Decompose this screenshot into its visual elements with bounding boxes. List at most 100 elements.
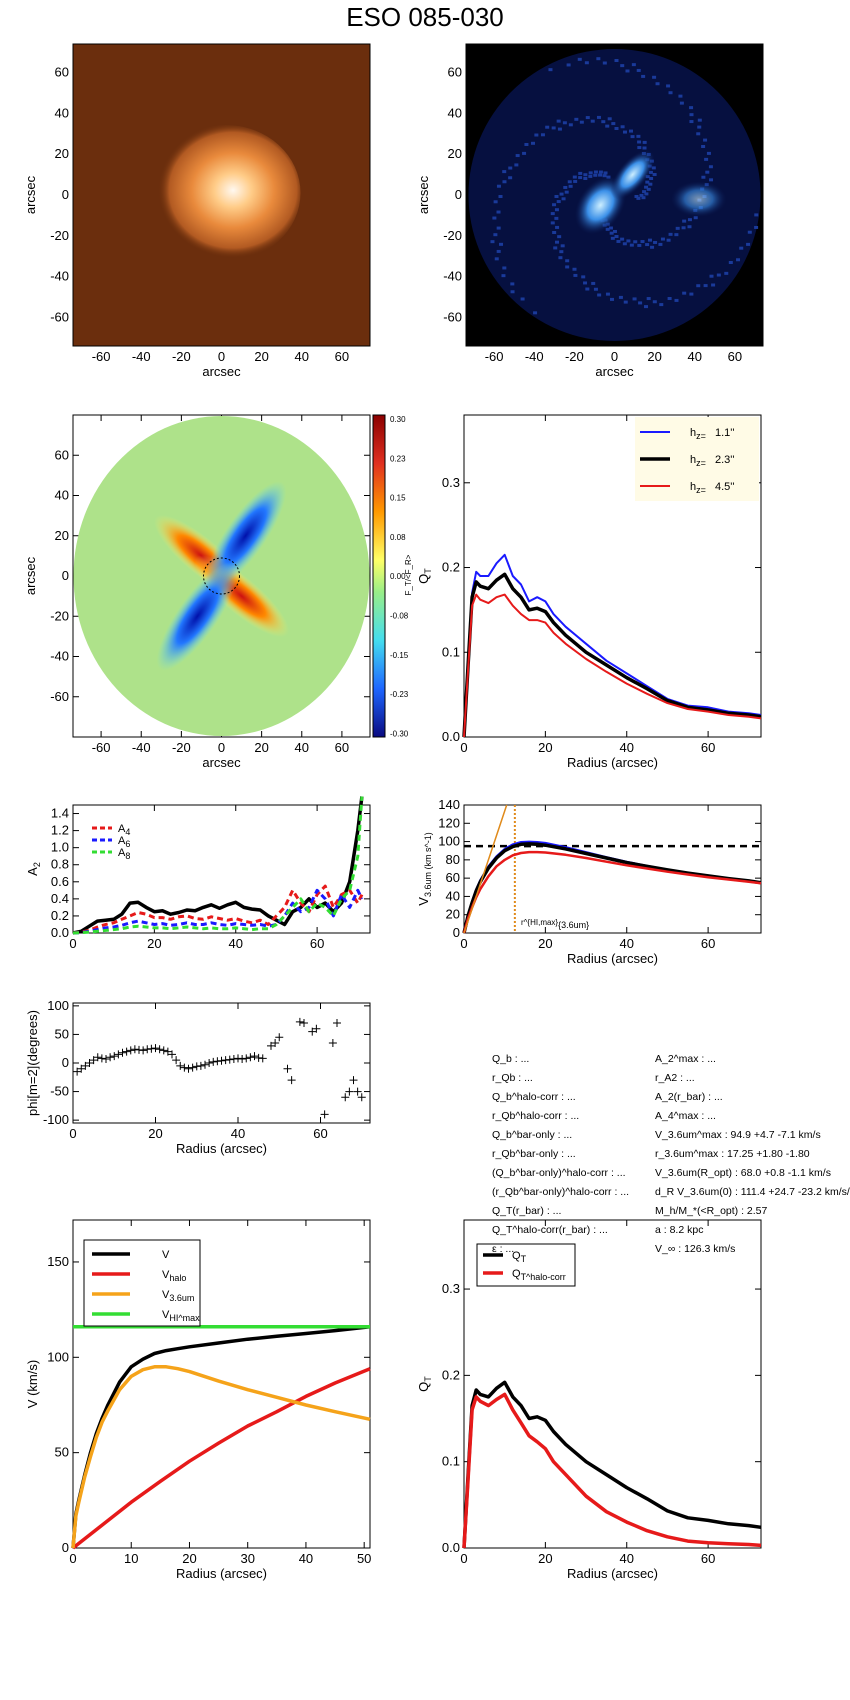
noise-speckle: [510, 282, 515, 286]
phase-point: [250, 1052, 259, 1061]
legend-value: 1.1'': [715, 427, 735, 439]
noise-speckle: [623, 300, 628, 304]
noise-speckle: [597, 293, 602, 297]
phase-point: [209, 1057, 218, 1066]
phase-point: [110, 1052, 119, 1061]
noise-speckle: [556, 119, 561, 123]
noise-speckle: [644, 305, 649, 309]
legend-label: hz=: [690, 454, 706, 468]
y-tick-label: 0.3: [442, 1281, 460, 1296]
y-tick-label: 1.2: [51, 823, 69, 838]
vrot-xlabel: Radius (arcsec): [567, 951, 658, 966]
legend-label: V: [162, 1249, 170, 1261]
qt2-axes: 0 20 40 60 0.0 0.1 0.2 0.3: [442, 1219, 762, 1566]
arm-residual: [670, 181, 727, 218]
info-left-column: Q_b : ... r_Qb : ... Q_b^halo-corr : ... r_…: [492, 1050, 629, 1259]
noise-speckle: [704, 157, 709, 161]
qt2-axes-frame: [463, 1219, 762, 1549]
y-tick-label: 0.0: [442, 729, 460, 744]
phase-point: [85, 1059, 94, 1067]
noise-speckle: [591, 281, 596, 285]
noise-speckle: [593, 170, 598, 174]
x-tick-label: 0: [218, 740, 225, 755]
noise-speckle: [696, 284, 701, 288]
noise-speckle: [682, 291, 687, 295]
phase-point: [271, 1039, 280, 1047]
x-tick-label: 60: [728, 349, 742, 364]
info-line: M_h/M_*(<R_opt) : 2.57: [655, 1205, 768, 1217]
x-tick-label: 0: [218, 349, 225, 364]
x-tick-label: -60: [485, 349, 504, 364]
phase-point: [196, 1061, 205, 1070]
colorbar-tick-label: -0.15: [390, 651, 409, 660]
phase-point: [89, 1056, 98, 1065]
noise-speckle: [703, 284, 708, 288]
y-tick-label: 80: [446, 852, 460, 867]
noise-speckle: [674, 233, 679, 237]
y-tick-label: 0: [453, 925, 460, 940]
noise-speckle: [646, 297, 651, 301]
x-tick-label: 20: [538, 1551, 552, 1566]
info-line: Q_T^halo-corr(r_bar) : ...: [492, 1224, 608, 1236]
noise-speckle: [736, 258, 741, 262]
noise-speckle: [638, 301, 643, 305]
noise-speckle: [584, 61, 589, 65]
noise-speckle: [754, 225, 759, 229]
noise-speckle: [552, 203, 557, 207]
noise-speckle: [496, 226, 501, 230]
info-line: V_3.6um^max : 94.9 +4.7 -7.1 km/s: [655, 1129, 821, 1141]
noise-speckle: [493, 200, 498, 204]
noise-speckle: [573, 273, 578, 277]
y-tick-label: 0: [62, 568, 69, 583]
residual: -60 -40 -20 0 20 40 60 -60 -40 -20 0 20 40 60: [443, 43, 764, 364]
legend-label: A8: [118, 847, 130, 861]
noise-speckle: [510, 290, 515, 294]
noise-speckle: [636, 196, 641, 200]
y-tick-label: 150: [47, 1254, 69, 1269]
y-tick-label: 0.8: [51, 857, 69, 872]
info-right-column: A_2^max : ... r_A2 : ... A_2(r_bar) : ... A…: [655, 1050, 850, 1259]
x-tick-label: 0: [69, 1126, 76, 1141]
phase-point: [258, 1054, 267, 1063]
galaxy-emission: [150, 124, 301, 261]
x-tick-label: 60: [335, 349, 349, 364]
qt-axes-frame: [463, 414, 762, 738]
x-tick-label: 0: [460, 1551, 467, 1566]
x-tick-label: 40: [229, 936, 243, 951]
am-series-1: [72, 884, 364, 935]
noise-speckle: [626, 239, 631, 243]
y-tick-label: 1.4: [51, 806, 69, 821]
phase-point: [217, 1056, 226, 1065]
y-tick-label: -50: [50, 1084, 69, 1099]
noise-speckle: [674, 298, 679, 302]
noise-speckle: [515, 154, 520, 158]
noise-speckle: [716, 273, 721, 277]
noise-speckle: [563, 185, 568, 189]
info-line: Q_b^bar-only : ...: [492, 1129, 573, 1141]
info-line: A_2(r_bar) : ...: [655, 1091, 723, 1103]
noise-speckle: [568, 123, 573, 127]
noise-speckle: [620, 237, 625, 241]
noise-speckle: [709, 178, 714, 182]
noise-speckle: [637, 146, 642, 150]
y-tick-label: 0.1: [442, 644, 460, 659]
y-tick-label: 0.6: [51, 874, 69, 889]
phase-point: [287, 1076, 296, 1085]
noise-speckle: [693, 216, 698, 220]
x-tick-label: -40: [525, 349, 544, 364]
noise-speckle: [498, 195, 503, 198]
bar-radius-circle: [203, 557, 240, 595]
noise-speckle: [602, 61, 607, 65]
x-tick-label: 40: [231, 1126, 245, 1141]
x-tick-label: 40: [295, 740, 309, 755]
noise-speckle: [572, 175, 577, 179]
noise-speckle: [650, 245, 655, 249]
x-tick-label: -20: [565, 349, 584, 364]
forcemap-xlabel: arcsec: [202, 755, 241, 770]
noise-speckle: [568, 184, 573, 188]
noise-speckle: [705, 170, 710, 174]
noise-speckle: [679, 101, 684, 105]
y-tick-label: 0.1: [442, 1454, 460, 1469]
x-tick-label: 40: [620, 740, 634, 755]
phase-point: [349, 1076, 358, 1085]
